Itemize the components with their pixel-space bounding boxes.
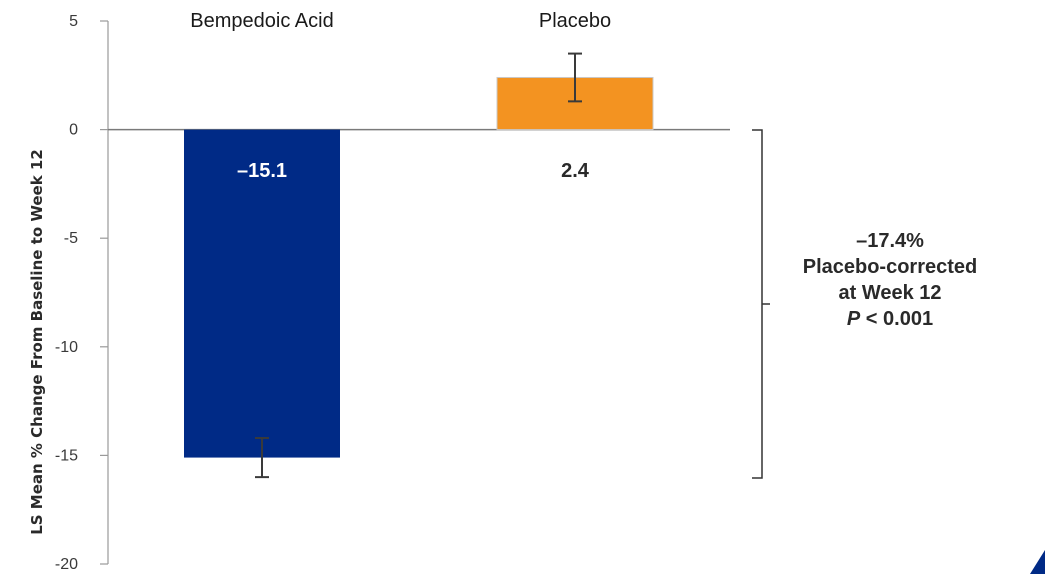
y-tick-label: -10 <box>55 339 78 356</box>
category-label: Placebo <box>539 10 611 32</box>
annotation-p-value: P < 0.001 <box>780 306 1000 332</box>
y-tick-label: -15 <box>55 447 78 464</box>
p-value-text: < 0.001 <box>860 308 934 330</box>
labels: Bempedoic Acid –15.1 Placebo 2.4 <box>190 10 611 182</box>
y-axis: 5 0 -5 -10 -15 -20 <box>55 13 730 573</box>
y-axis-label: LS Mean % Change From Baseline to Week 1… <box>28 149 46 535</box>
p-symbol: P <box>846 308 861 330</box>
bar <box>184 129 340 458</box>
bars <box>184 52 654 479</box>
annotation-line-2: Placebo-corrected <box>802 256 978 278</box>
data-label: –15.1 <box>237 160 287 182</box>
corner-logo-fragment <box>1030 550 1045 574</box>
annotation-difference: –17.4% <box>856 230 924 252</box>
category-label: Bempedoic Acid <box>190 10 333 32</box>
bracket <box>752 129 770 479</box>
y-tick-label: -20 <box>55 556 78 573</box>
y-tick-label: -5 <box>64 230 78 247</box>
y-tick-label: 0 <box>69 122 78 139</box>
data-label: 2.4 <box>561 160 590 182</box>
y-tick-label: 5 <box>69 13 78 30</box>
annotation-line-3: at Week 12 <box>838 282 942 304</box>
difference-annotation: –17.4% Placebo-corrected at Week 12 P < … <box>780 228 1000 332</box>
